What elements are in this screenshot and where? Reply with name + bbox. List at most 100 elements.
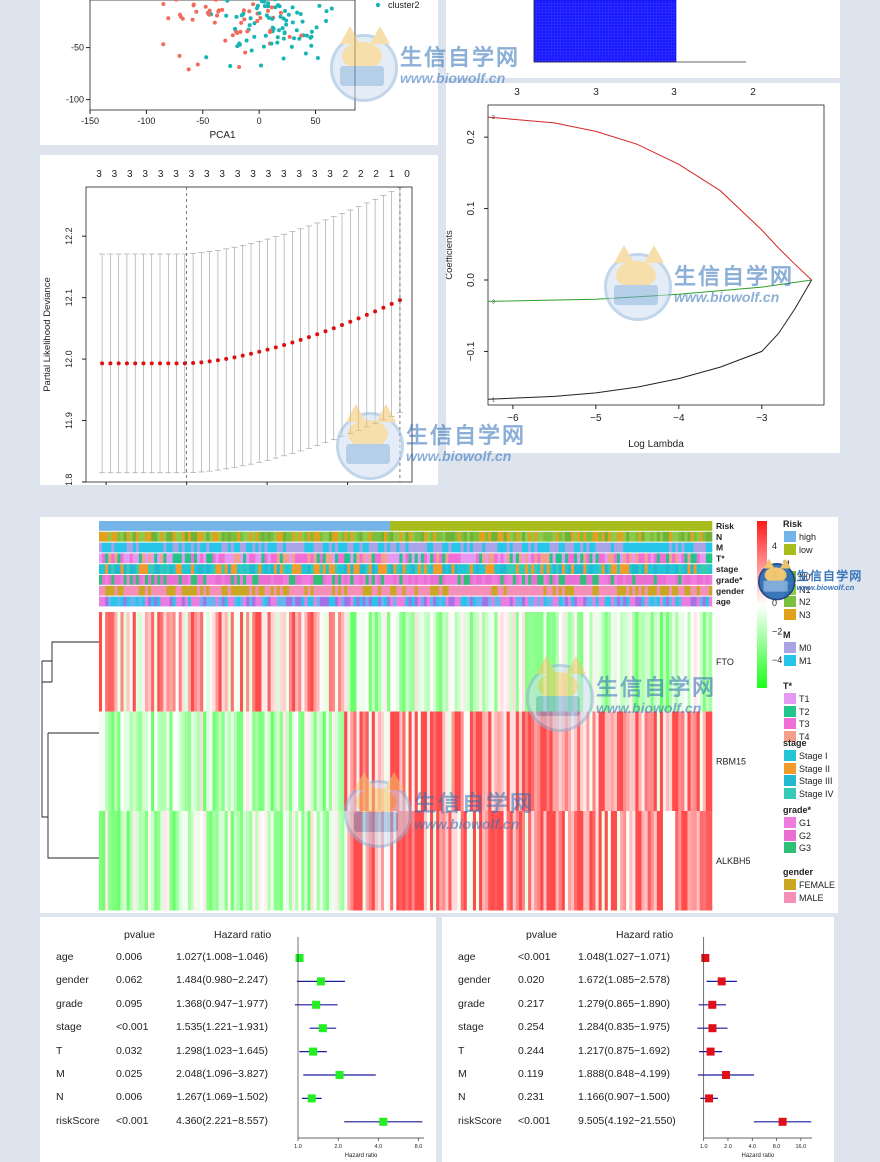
hr-marker bbox=[717, 977, 726, 986]
heat-cell bbox=[190, 811, 195, 911]
variable-label: grade bbox=[56, 997, 83, 1010]
annotation-cell bbox=[662, 575, 667, 585]
heat-cell bbox=[359, 612, 363, 712]
annotation-cell bbox=[267, 531, 271, 542]
x-tick-label: 8.0 bbox=[773, 1144, 781, 1150]
pca-panel: -150 -100 -50 0 50 -50 -100 PCA1 cluster2 bbox=[40, 0, 438, 145]
heat-cell bbox=[451, 811, 455, 911]
annotation-cell bbox=[224, 531, 229, 542]
annotation-cell bbox=[298, 531, 302, 542]
annotation-cell bbox=[206, 596, 210, 607]
annotation-cell bbox=[423, 585, 428, 596]
annotation-cell bbox=[442, 531, 446, 542]
annotation-cell bbox=[276, 553, 281, 564]
annotation-cell bbox=[117, 542, 121, 553]
annotation-cell bbox=[417, 564, 422, 574]
annotation-cell bbox=[635, 553, 639, 564]
annotation-cell bbox=[693, 585, 697, 596]
annotation-cell bbox=[402, 553, 406, 564]
annotation-cell bbox=[114, 542, 118, 553]
annotation-cell bbox=[365, 575, 370, 585]
annotation-cell bbox=[154, 531, 158, 542]
annotation-cell bbox=[420, 575, 425, 585]
heat-cell bbox=[696, 711, 701, 811]
annotation-cell bbox=[301, 564, 305, 574]
annotation-cell bbox=[178, 531, 183, 542]
annotation-cell bbox=[313, 575, 317, 585]
y-tick-label: 12.0 bbox=[64, 350, 74, 368]
pvalue-value: 0.095 bbox=[116, 997, 143, 1010]
annotation-cell bbox=[607, 542, 612, 553]
annotation-cell bbox=[512, 521, 517, 531]
heat-cell bbox=[399, 612, 403, 712]
legend-label: N2 bbox=[799, 597, 811, 607]
heat-cell bbox=[534, 711, 538, 811]
heat-cell bbox=[221, 711, 225, 811]
heat-cell bbox=[641, 612, 645, 712]
annotation-cell bbox=[344, 542, 348, 553]
annotation-cell bbox=[319, 521, 324, 531]
annotation-cell bbox=[647, 585, 651, 596]
annotation-cell bbox=[408, 542, 412, 553]
annotation-cell bbox=[341, 564, 345, 574]
annotation-cell bbox=[463, 553, 468, 564]
cv-point bbox=[298, 337, 303, 342]
annotation-cell bbox=[246, 564, 250, 574]
annotation-cell bbox=[390, 575, 394, 585]
annotation-cell bbox=[347, 521, 351, 531]
annotation-cell bbox=[525, 521, 529, 531]
annotation-cell bbox=[114, 521, 118, 531]
heat-cell bbox=[681, 711, 685, 811]
heat-cell bbox=[350, 811, 354, 911]
annotation-cell bbox=[626, 575, 630, 585]
annotation-cell bbox=[279, 585, 284, 596]
annotation-cell bbox=[635, 564, 639, 574]
annotation-cell bbox=[577, 575, 581, 585]
annotation-cell bbox=[699, 521, 704, 531]
heat-cell bbox=[99, 612, 103, 712]
annotation-cell bbox=[601, 575, 606, 585]
heat-cell bbox=[439, 612, 443, 712]
heat-cell bbox=[163, 612, 167, 712]
annotation-cell bbox=[454, 564, 458, 574]
heat-cell bbox=[301, 612, 305, 712]
annotation-cell bbox=[589, 564, 593, 574]
annotation-cell bbox=[543, 521, 547, 531]
annotation-cell bbox=[236, 553, 241, 564]
annotation-cell bbox=[236, 531, 241, 542]
annotation-cell bbox=[304, 596, 308, 607]
annotation-cell bbox=[255, 531, 259, 542]
annotation-cell bbox=[436, 531, 440, 542]
heat-cell bbox=[298, 711, 302, 811]
heat-cell bbox=[558, 612, 563, 712]
heat-cell bbox=[108, 711, 112, 811]
annotation-cell bbox=[111, 596, 115, 607]
annotation-cell bbox=[485, 553, 489, 564]
annotation-cell bbox=[598, 564, 602, 574]
heat-cell bbox=[549, 811, 553, 911]
annotation-cell bbox=[672, 596, 676, 607]
annotation-cell bbox=[515, 564, 520, 574]
annotation-cell bbox=[626, 585, 630, 596]
annotation-cell bbox=[252, 575, 256, 585]
hazard-ratio-text: 1.298(1.023−1.645) bbox=[176, 1044, 268, 1057]
heat-cell bbox=[292, 711, 296, 811]
annotation-cell bbox=[586, 542, 590, 553]
heat-cell bbox=[696, 811, 701, 911]
scatter-point bbox=[292, 36, 296, 41]
heat-cell bbox=[169, 711, 173, 811]
heat-cell bbox=[531, 612, 535, 712]
cv-point bbox=[306, 335, 311, 340]
annotation-cell bbox=[623, 596, 627, 607]
heat-cell bbox=[341, 811, 345, 911]
annotation-cell bbox=[552, 553, 556, 564]
heat-cell bbox=[258, 612, 262, 712]
legend-title: T* bbox=[783, 681, 792, 691]
annotation-cell bbox=[656, 585, 661, 596]
heat-cell bbox=[512, 612, 517, 712]
heat-cell bbox=[261, 612, 265, 712]
x-axis-label: PCA1 bbox=[209, 130, 236, 141]
heat-cell bbox=[644, 612, 648, 712]
heat-cell bbox=[322, 811, 327, 911]
heat-cell bbox=[528, 711, 532, 811]
